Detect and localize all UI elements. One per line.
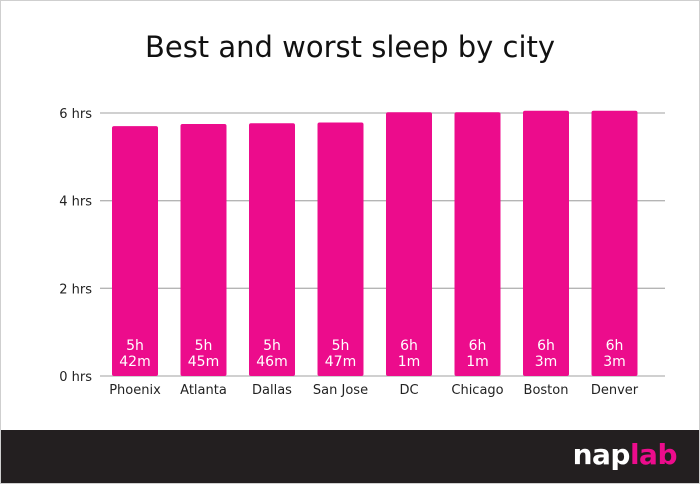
bar	[454, 112, 501, 377]
x-tick-label: Atlanta	[180, 383, 227, 398]
data-label: 6h	[606, 338, 624, 354]
data-label: 46m	[256, 354, 287, 370]
bar	[112, 126, 158, 377]
x-tick-label: Boston	[524, 383, 569, 398]
logo-part-lab: lab	[629, 438, 678, 471]
bar	[591, 110, 638, 376]
data-label: 3m	[535, 354, 558, 370]
x-tick-label: Phoenix	[109, 383, 161, 398]
bar	[180, 123, 227, 376]
data-label: 1m	[466, 354, 489, 370]
data-label: 1m	[398, 354, 421, 370]
bar	[523, 110, 569, 376]
data-label: 47m	[325, 354, 356, 370]
data-label: 6h	[400, 338, 418, 354]
bar	[249, 123, 295, 376]
x-tick-label: DC	[399, 383, 418, 398]
y-tick-label: 6 hrs	[59, 107, 92, 122]
y-tick-label: 2 hrs	[59, 282, 92, 297]
bar	[386, 112, 432, 377]
data-label: 6h	[469, 338, 487, 354]
data-label: 5h	[195, 338, 213, 354]
data-label: 5h	[126, 338, 144, 354]
y-tick-label: 0 hrs	[59, 370, 92, 385]
x-tick-label: Denver	[591, 383, 639, 398]
data-label: 5h	[263, 338, 281, 354]
logo-part-nap: nap	[572, 438, 631, 471]
y-tick-label: 4 hrs	[59, 195, 92, 210]
data-label: 6h	[537, 338, 555, 354]
data-label: 5h	[332, 338, 350, 354]
footer-bar: naplab	[1, 430, 699, 483]
bar	[317, 122, 364, 376]
data-label: 42m	[119, 354, 150, 370]
data-label: 3m	[603, 354, 626, 370]
naplab-logo: naplab	[572, 438, 678, 471]
x-tick-label: Chicago	[451, 383, 503, 398]
x-tick-label: San Jose	[313, 383, 368, 398]
data-label: 45m	[188, 354, 219, 370]
x-tick-label: Dallas	[252, 383, 292, 398]
chart-title: Best and worst sleep by city	[144, 30, 556, 64]
